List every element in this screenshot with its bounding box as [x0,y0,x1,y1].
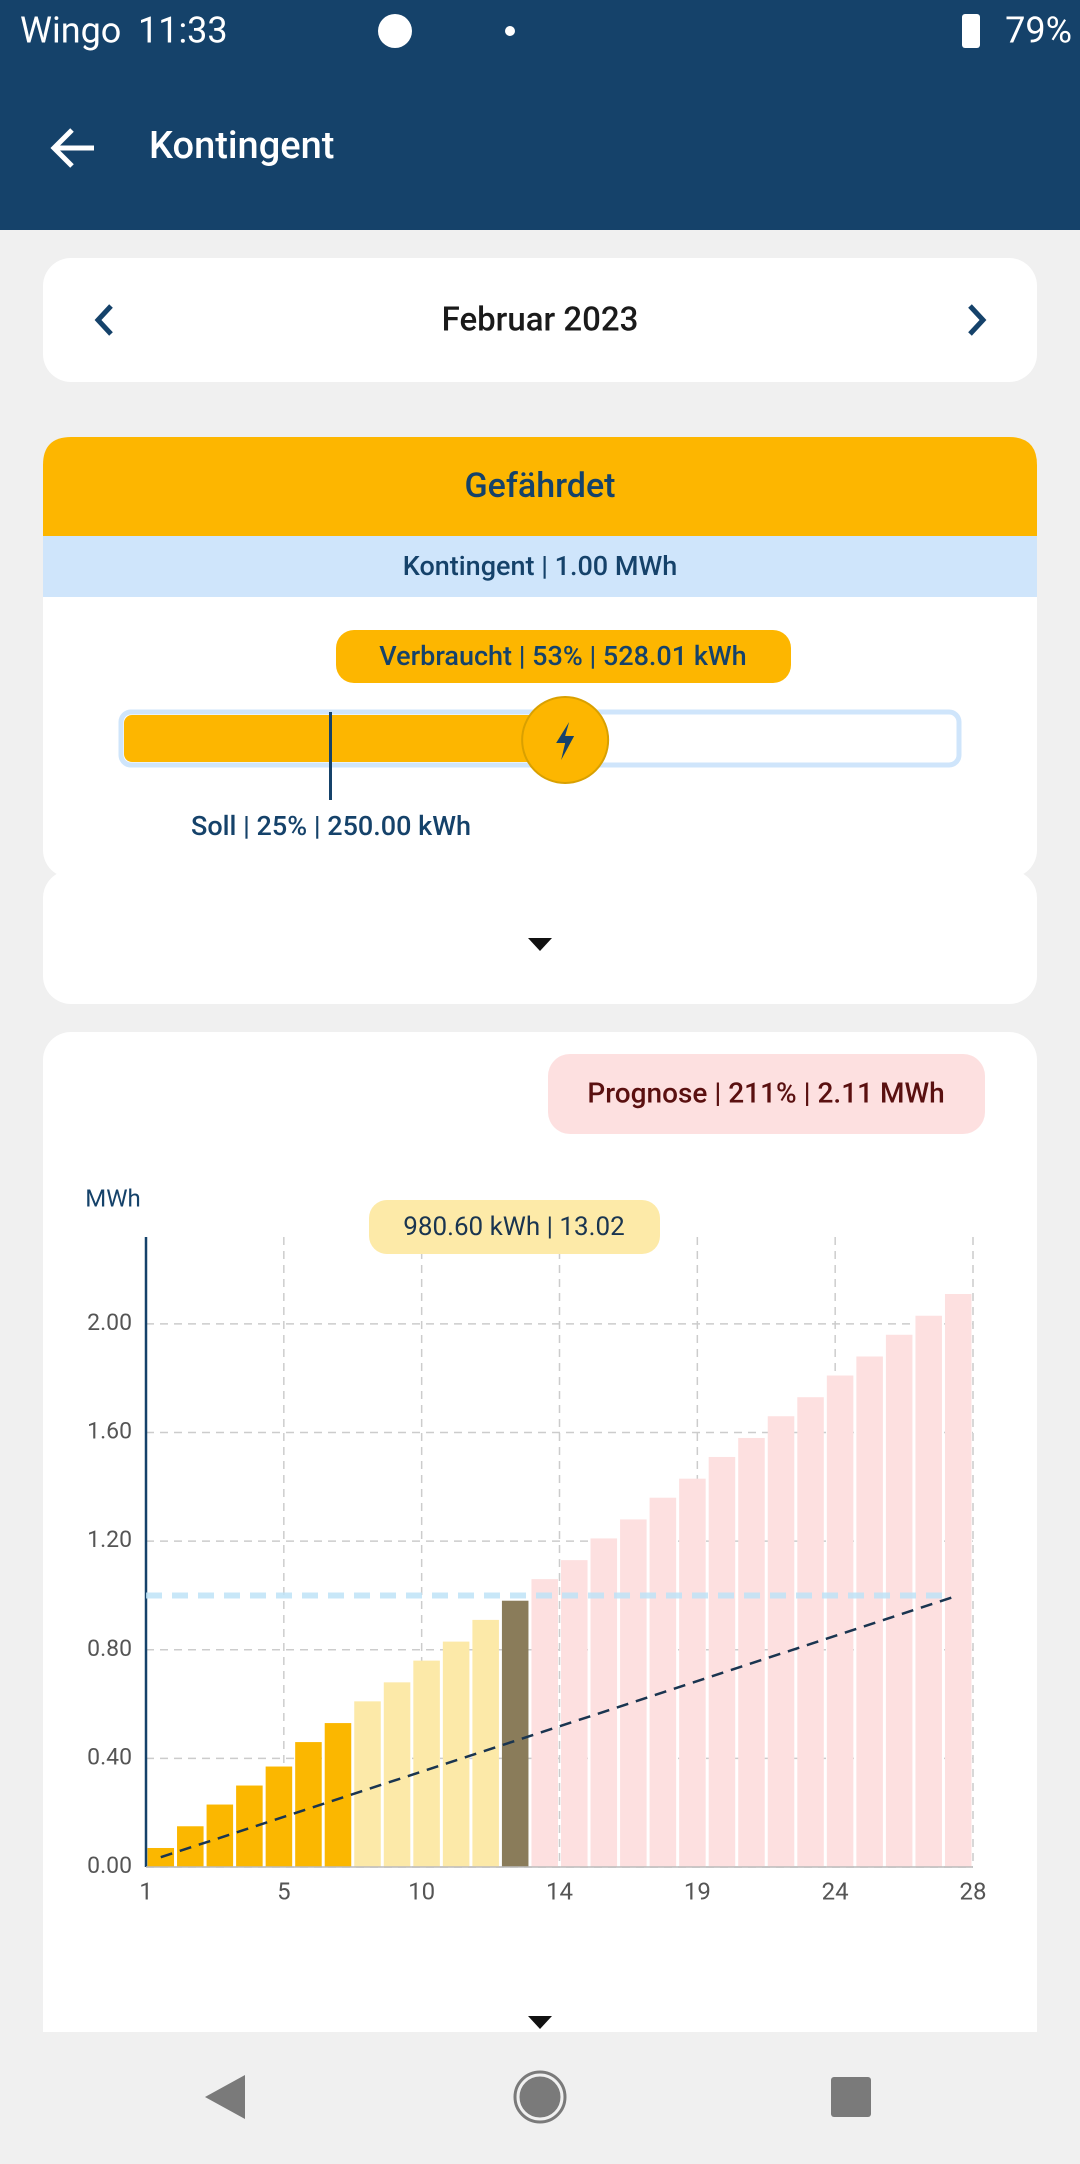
y-tick-label: 2.00 [87,1309,132,1336]
bar [649,1497,677,1867]
prognosis-text: Prognose | 211% | 2.11 MWh [587,1076,944,1109]
progress-fill [124,715,566,762]
bar [767,1416,795,1867]
bar [708,1456,736,1867]
prognosis-badge [548,1054,985,1134]
y-tick-label: 0.40 [87,1743,132,1770]
carrier: Wingo [20,10,121,52]
y-axis-unit: MWh [85,1184,140,1212]
bar [679,1478,706,1867]
bar [354,1701,381,1867]
nav-home-ring [513,2070,567,2124]
y-tick-label: 1.60 [87,1418,132,1445]
expand-arrow[interactable] [528,2016,552,2029]
bar [738,1437,765,1867]
app-bar-bg [0,0,1080,230]
x-tick-label: 28 [960,1877,987,1905]
y-tick-label: 0.00 [87,1852,132,1879]
bar [944,1294,972,1867]
consumed-pill [336,630,791,683]
bar [797,1397,824,1867]
expand-panel [43,870,1037,1004]
quota-band [43,536,1037,597]
tooltip-text: 980.60 kWh | 13.02 [403,1212,624,1242]
clock: 11:33 [138,10,228,52]
bar [915,1315,942,1867]
status-header [43,437,1037,536]
bar [826,1375,854,1867]
bar [324,1723,352,1867]
prev-month[interactable] [94,304,113,336]
x-tick-label: 24 [822,1877,849,1905]
bar [590,1538,618,1867]
y-tick-label: 1.20 [87,1526,132,1553]
bar [147,1847,175,1867]
month-card [43,258,1037,382]
nav-home[interactable] [516,2073,564,2121]
bar [501,1600,529,1867]
bar [265,1766,293,1867]
x-tick-label: 1 [139,1877,153,1905]
knob-icon [556,722,575,760]
nav-recents[interactable] [831,2077,871,2117]
status-icon [378,14,412,48]
bar [885,1334,913,1867]
x-tick-label: 5 [277,1877,291,1905]
nav-back[interactable] [205,2075,245,2119]
back-button[interactable] [50,128,94,168]
bar [383,1682,411,1867]
month-label: Februar 2023 [442,301,639,340]
bar [531,1579,558,1867]
next-month[interactable] [968,304,987,336]
x-tick-label: 14 [546,1877,573,1905]
battery-icon [962,14,980,48]
target-text: Soll | 25% | 250.00 kWh [191,810,471,842]
status-text: Gefährdet [465,466,616,506]
plot: 0.00 0.40 0.80 1.20 1.60 2.00 1 5 10 14 19 24 28 [87,1237,986,1905]
bar [620,1519,647,1867]
bar [561,1560,588,1867]
expand-arrow[interactable] [528,938,552,951]
bar [472,1619,499,1867]
quota-text: Kontingent | 1.00 MWh [403,550,678,582]
consumed-text: Verbraucht | 53% | 528.01 kWh [379,640,746,672]
x-tick-label: 10 [408,1877,435,1905]
x-tick-label: 19 [684,1877,711,1905]
tooltip [369,1200,660,1254]
y-tick-label: 0.80 [87,1635,132,1662]
bar [442,1641,470,1867]
status-icon [505,26,515,36]
bar [856,1356,883,1867]
app-title: Kontingent [149,124,334,168]
bar [413,1660,440,1867]
battery-level: 79% [1005,10,1072,52]
